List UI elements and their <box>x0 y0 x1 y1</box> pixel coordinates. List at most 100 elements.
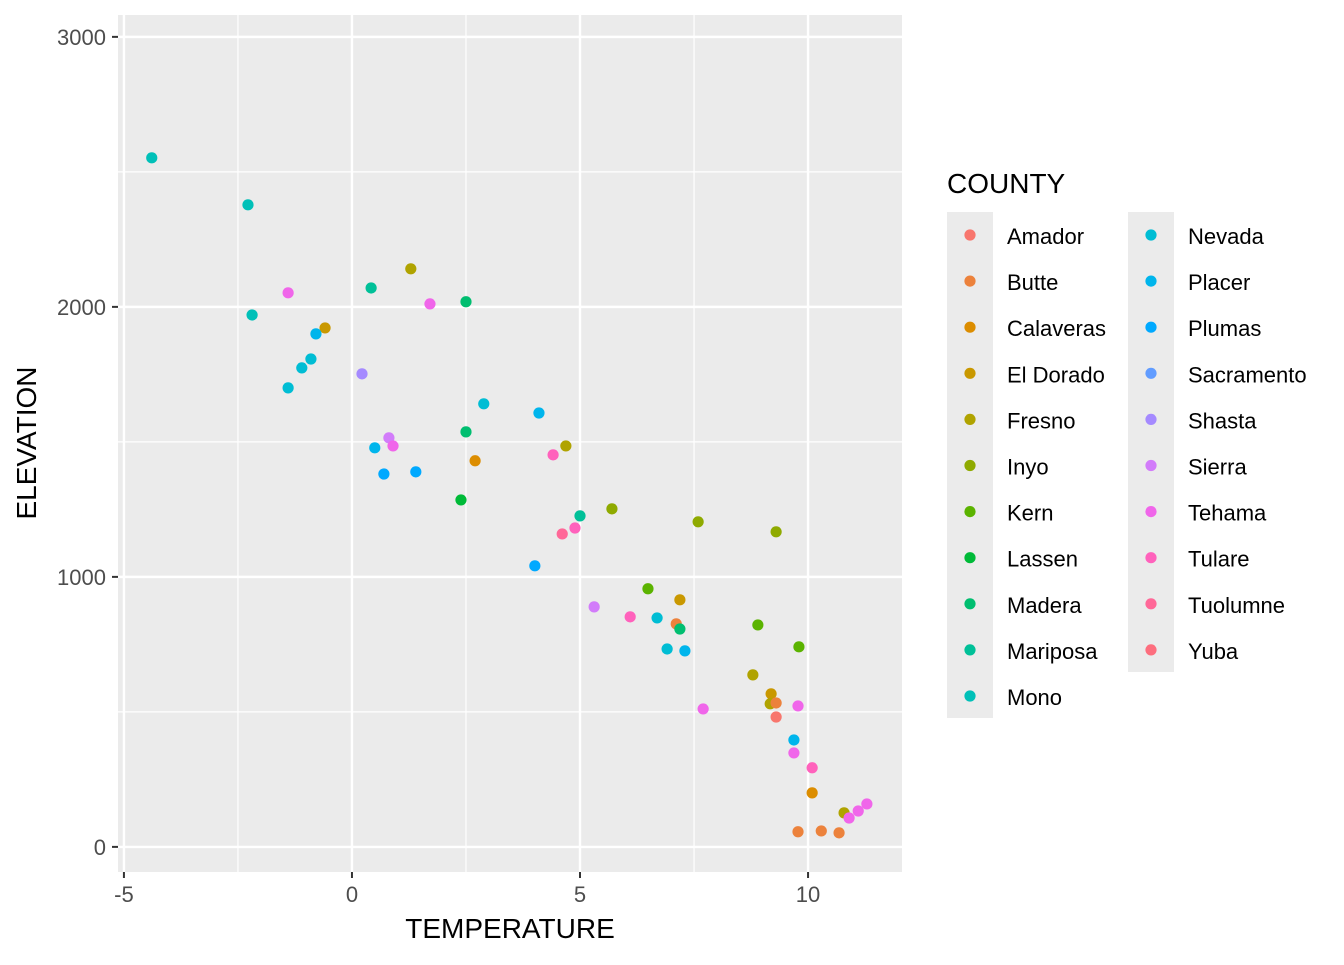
legend-key <box>1145 552 1157 564</box>
legend-key <box>1145 275 1157 287</box>
legend-item: Plumas <box>1145 316 1261 341</box>
data-point-lassen <box>455 494 467 506</box>
legend-label: Placer <box>1188 270 1250 295</box>
legend-label: Tuolumne <box>1188 593 1285 618</box>
data-point-plumas <box>529 560 541 572</box>
data-point-placer <box>310 328 322 340</box>
legend-item: Mariposa <box>964 639 1098 664</box>
legend-key <box>964 644 976 656</box>
data-point-tulare <box>806 762 818 774</box>
data-point-tehama <box>788 747 800 759</box>
x-tick-label: 0 <box>346 882 358 907</box>
legend-label: Tehama <box>1188 501 1267 526</box>
data-point-nevada <box>661 643 673 655</box>
data-point-mono <box>146 152 158 164</box>
data-point-inyo <box>692 516 704 528</box>
legend-item: Fresno <box>964 408 1075 433</box>
legend-item: Calaveras <box>964 316 1106 341</box>
plot-panel <box>118 15 902 872</box>
y-tick-label: 0 <box>94 835 106 860</box>
data-point-tehama <box>792 700 804 712</box>
data-point-mono <box>246 309 258 321</box>
legend-key <box>1145 321 1157 333</box>
data-point-fresno <box>747 669 759 681</box>
data-point-calaveras <box>469 455 481 467</box>
legend-label: Calaveras <box>1007 316 1106 341</box>
legend-item: El Dorado <box>964 362 1105 387</box>
data-point-amador <box>770 711 782 723</box>
legend-title: COUNTY <box>947 168 1066 199</box>
data-point-nevada <box>282 382 294 394</box>
data-point-kern <box>793 641 805 653</box>
legend-item: Madera <box>964 593 1082 618</box>
legend-label: Kern <box>1007 501 1053 526</box>
legend-item: Sierra <box>1145 455 1247 480</box>
legend-label: Amador <box>1007 224 1084 249</box>
data-point-nevada <box>296 362 308 374</box>
legend-key <box>1145 506 1157 518</box>
legend-label: Mariposa <box>1007 639 1098 664</box>
grid-major <box>118 15 902 872</box>
legend-key <box>964 413 976 425</box>
legend-item: Placer <box>1145 270 1250 295</box>
data-point-tehama <box>861 798 873 810</box>
legend-item: Butte <box>964 270 1058 295</box>
legend-item: Mono <box>964 685 1062 710</box>
data-point-placer <box>788 734 800 746</box>
data-point-placer <box>533 407 545 419</box>
legend-key <box>964 598 976 610</box>
y-axis: 0 1000 2000 3000 <box>57 25 118 860</box>
data-point-calaveras <box>806 787 818 799</box>
y-tick-label: 3000 <box>57 25 106 50</box>
data-point-butte <box>770 697 782 709</box>
legend-key <box>1145 367 1157 379</box>
y-axis-label: ELEVATION <box>11 366 42 519</box>
legend-key <box>964 321 976 333</box>
data-point-el-dorado <box>765 688 777 700</box>
data-point-mono <box>242 199 254 211</box>
data-point-madera <box>460 426 472 438</box>
data-point-kern <box>642 583 654 595</box>
data-point-mariposa <box>365 282 377 294</box>
data-point-el-dorado <box>319 322 331 334</box>
legend-label: Lassen <box>1007 547 1078 572</box>
y-tick-label: 2000 <box>57 295 106 320</box>
data-point-inyo <box>770 526 782 538</box>
legend-label: Madera <box>1007 593 1082 618</box>
data-point-tulare <box>624 611 636 623</box>
data-point-tehama <box>697 703 709 715</box>
legend-label: Yuba <box>1188 639 1239 664</box>
legend-label: El Dorado <box>1007 362 1105 387</box>
data-point-tulare <box>547 449 559 461</box>
legend-key <box>964 506 976 518</box>
data-point-kern <box>752 619 764 631</box>
data-point-fresno <box>405 263 417 275</box>
data-point-butte <box>833 827 845 839</box>
data-point-inyo <box>606 503 618 515</box>
data-point-nevada <box>478 398 490 410</box>
data-point-butte <box>792 826 804 838</box>
legend-key <box>1145 229 1157 241</box>
data-point-nevada <box>305 353 317 365</box>
data-point-shasta <box>356 368 368 380</box>
legend-key <box>1145 459 1157 472</box>
legend-label: Sierra <box>1188 455 1247 480</box>
legend-label: Plumas <box>1188 316 1261 341</box>
legend-key <box>1145 644 1157 656</box>
legend-key <box>964 367 976 379</box>
data-point-tehama <box>282 287 294 299</box>
legend-item: Nevada <box>1145 224 1265 249</box>
legend-item: Amador <box>964 224 1084 249</box>
legend-item: Inyo <box>964 455 1049 480</box>
data-point-plumas <box>410 466 422 478</box>
data-point-nevada <box>651 612 663 624</box>
legend-item: Yuba <box>1145 639 1239 664</box>
legend-label: Shasta <box>1188 408 1257 433</box>
legend-key <box>1145 413 1157 425</box>
x-axis: -5 0 5 10 <box>114 872 820 907</box>
data-point-placer <box>369 442 381 454</box>
data-point-tehama <box>843 812 855 824</box>
grid-minor <box>118 15 902 872</box>
legend-item: Kern <box>964 501 1053 526</box>
